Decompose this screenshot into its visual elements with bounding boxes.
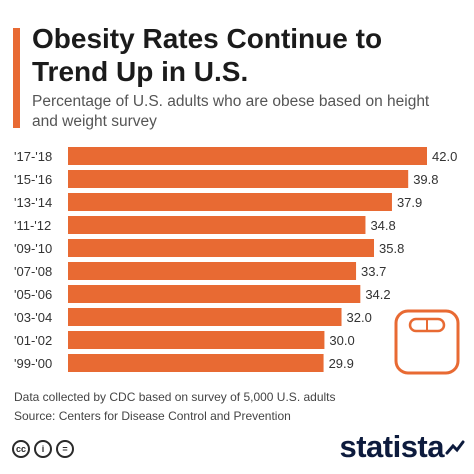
chart-title: Obesity Rates Continue to Trend Up in U.… (32, 23, 383, 87)
bar (68, 170, 409, 188)
bar (68, 285, 361, 303)
bar (68, 216, 366, 234)
title-accent-bar (13, 28, 20, 128)
category-label: '11-'12 (14, 218, 51, 233)
category-label: '05-'06 (14, 287, 52, 302)
bar (68, 262, 357, 280)
category-label: '01-'02 (14, 333, 52, 348)
chart-subtitle: Percentage of U.S. adults who are obese … (32, 93, 430, 130)
license-icons: cc i = (12, 440, 74, 458)
creative-commons-icon: cc (12, 440, 30, 458)
source-note: Source: Centers for Disease Control and … (14, 409, 291, 423)
value-label: 35.8 (379, 241, 404, 256)
category-label: '09-'10 (14, 241, 52, 256)
bar (68, 239, 375, 257)
no-derivatives-icon: = (56, 440, 74, 458)
category-label: '03-'04 (14, 310, 52, 325)
statista-logo: statista (339, 429, 444, 464)
value-label: 34.2 (365, 287, 390, 302)
value-label: 34.8 (370, 218, 395, 233)
data-note: Data collected by CDC based on survey of… (14, 390, 336, 404)
category-label: '15-'16 (14, 172, 52, 187)
category-label: '17-'18 (14, 149, 52, 164)
bar (68, 354, 324, 372)
bathroom-scale-icon (394, 309, 460, 375)
value-label: 29.9 (329, 356, 354, 371)
bar (68, 308, 342, 326)
bar (68, 193, 392, 211)
value-label: 33.7 (361, 264, 386, 279)
bars-layer: '17-'18 42.0 '15-'16 39.8 '13-'14 37.9 '11-'12… (14, 147, 457, 372)
category-label: '07-'08 (14, 264, 52, 279)
category-label: '99-'00 (14, 356, 52, 371)
statista-logo-mark-icon (445, 440, 465, 455)
value-label: 39.8 (413, 172, 438, 187)
value-label: 30.0 (329, 333, 354, 348)
attribution-icon: i (34, 440, 52, 458)
bar (68, 331, 325, 349)
bar (68, 147, 427, 165)
value-label: 37.9 (397, 195, 422, 210)
value-label: 32.0 (347, 310, 372, 325)
value-label: 42.0 (432, 149, 457, 164)
category-label: '13-'14 (14, 195, 52, 210)
